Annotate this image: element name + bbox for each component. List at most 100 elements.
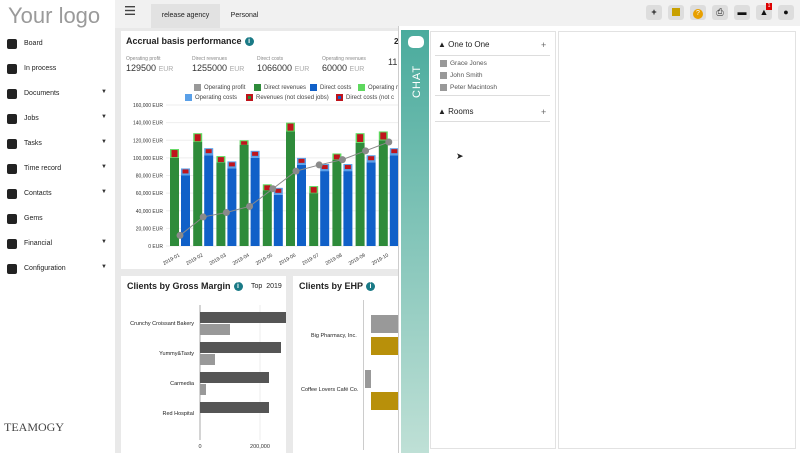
chat-user[interactable]: Peter Macintosh bbox=[440, 84, 497, 91]
info-icon[interactable]: i bbox=[233, 282, 243, 292]
category-label: Crunchy Croissant Bakery bbox=[130, 321, 194, 327]
help-icon[interactable]: ? bbox=[690, 5, 706, 20]
legend-item[interactable]: Direct revenues bbox=[254, 84, 306, 91]
revenue-bar bbox=[262, 190, 272, 246]
bell-icon[interactable]: ▲ 1 bbox=[756, 3, 772, 20]
sidebar-item-label: Documents bbox=[24, 90, 60, 97]
chat-icon[interactable]: ▬ bbox=[734, 5, 750, 20]
year-select[interactable]: 2 bbox=[394, 37, 399, 46]
sidebar-item-label: Contacts bbox=[24, 190, 52, 197]
y-tick-label: 140,000 EUR bbox=[133, 121, 163, 127]
profit-point bbox=[222, 209, 230, 217]
user-icon[interactable]: ● bbox=[778, 5, 794, 20]
revenue-not-closed-bar bbox=[194, 134, 201, 142]
document-icon bbox=[6, 88, 18, 100]
menu-icon[interactable] bbox=[125, 6, 135, 15]
sidebar-item-label: Time record bbox=[24, 165, 62, 172]
rooms-header[interactable]: ▲ Rooms bbox=[438, 107, 474, 116]
tab-release-agency[interactable]: release agency bbox=[151, 4, 220, 28]
sidebar-item-in-process[interactable]: In process bbox=[0, 56, 115, 81]
y-tick-label: 100,000 EUR bbox=[133, 156, 163, 162]
chat-contacts bbox=[430, 31, 556, 449]
profit-point bbox=[338, 156, 346, 164]
cost-bar bbox=[297, 164, 306, 246]
revenue-not-closed-bar bbox=[380, 132, 387, 140]
sidebar-item-contacts[interactable]: Contacts ▼ bbox=[0, 181, 115, 206]
dollar-icon bbox=[6, 238, 18, 250]
add-icon[interactable]: + bbox=[541, 40, 547, 50]
clock-icon bbox=[6, 163, 18, 175]
add-button[interactable]: + bbox=[646, 5, 662, 20]
sidebar-item-board[interactable]: Board bbox=[0, 31, 115, 56]
profit-line bbox=[179, 141, 389, 236]
sidebar-item-documents[interactable]: Documents ▼ bbox=[0, 81, 115, 106]
sidebar-item-label: Board bbox=[24, 40, 43, 47]
info-icon[interactable]: i bbox=[244, 37, 254, 47]
margin-bar-secondary bbox=[200, 384, 206, 395]
chevron-down-icon: ▼ bbox=[101, 139, 107, 145]
note-icon[interactable] bbox=[668, 5, 684, 20]
sidebar-item-label: Tasks bbox=[24, 140, 42, 147]
ehp-bar bbox=[365, 370, 371, 388]
chat-user[interactable]: John Smith bbox=[440, 72, 483, 79]
sidebar-item-gems[interactable]: Gems bbox=[0, 206, 115, 231]
cost-bar bbox=[343, 171, 353, 246]
legend-item[interactable]: Direct costs bbox=[310, 84, 351, 91]
x-tick-label: 2019-05 bbox=[255, 252, 274, 266]
sidebar-item-label: Jobs bbox=[24, 115, 39, 122]
revenue-not-closed-bar bbox=[171, 150, 178, 158]
tab-personal[interactable]: Personal bbox=[230, 12, 259, 19]
sidebar-item-label: Configuration bbox=[24, 265, 66, 272]
cost-not-closed-bar bbox=[228, 162, 235, 167]
revenue-not-closed-bar bbox=[287, 123, 294, 131]
margin-bar bbox=[200, 402, 269, 413]
chevron-down-icon: ▼ bbox=[101, 164, 107, 170]
chat-bubbles-icon[interactable] bbox=[408, 36, 424, 48]
margin-bar bbox=[200, 342, 281, 353]
y-tick-label: 160,000 EUR bbox=[133, 103, 163, 109]
legend-item[interactable]: Direct costs (not c bbox=[336, 94, 394, 101]
cost-not-closed-bar bbox=[344, 165, 351, 170]
cost-bar bbox=[204, 155, 214, 246]
kpi: Direct revenues 1255000 EUR bbox=[192, 56, 244, 73]
print-icon[interactable]: ⎙ bbox=[712, 5, 728, 20]
notification-badge: 1 bbox=[766, 3, 772, 10]
revenue-not-closed-bar bbox=[241, 141, 248, 145]
sidebar-item-label: In process bbox=[24, 65, 57, 72]
revenue-not-closed-bar bbox=[310, 187, 317, 193]
grid-icon bbox=[6, 38, 18, 50]
legend-item[interactable]: Operating costs bbox=[185, 94, 237, 101]
ehp-bar bbox=[371, 392, 398, 410]
chevron-down-icon: ▼ bbox=[101, 189, 107, 195]
category-label: Yummy&Tasty bbox=[159, 351, 194, 357]
sidebar-item-configuration[interactable]: Configuration ▼ bbox=[0, 256, 115, 281]
sidebar-item-jobs[interactable]: Jobs ▼ bbox=[0, 106, 115, 131]
accrual-chart: 0 EUR 20,000 EUR 40,000 EUR 60,000 EUR 80,00… bbox=[133, 103, 398, 267]
one-to-one-header[interactable]: ▲ One to One bbox=[438, 40, 490, 49]
chat-user[interactable]: Grace Jones bbox=[440, 60, 487, 67]
y-tick-label: 60,000 EUR bbox=[136, 191, 164, 197]
add-icon[interactable]: + bbox=[541, 107, 547, 117]
revenue-not-closed-bar bbox=[333, 154, 340, 160]
sidebar-item-time-record[interactable]: Time record ▼ bbox=[0, 156, 115, 181]
x-tick-label: 2019-08 bbox=[325, 252, 344, 266]
kpi-label: Direct revenues bbox=[192, 56, 228, 62]
accrual-title: Accrual basis performance i bbox=[126, 36, 254, 47]
cost-not-closed-bar bbox=[275, 188, 282, 193]
logo: Your logo bbox=[8, 3, 101, 28]
kpi: 11 bbox=[388, 56, 397, 67]
cost-not-closed-bar bbox=[252, 151, 259, 156]
legend-item[interactable]: Revenues (not closed jobs) bbox=[246, 94, 329, 101]
x-tick-label: 2019-10 bbox=[371, 252, 390, 266]
sidebar-item-tasks[interactable]: Tasks ▼ bbox=[0, 131, 115, 156]
chat-label: CHAT bbox=[411, 64, 423, 98]
sidebar-item-financial[interactable]: Financial ▼ bbox=[0, 231, 115, 256]
chevron-down-icon: ▼ bbox=[101, 114, 107, 120]
period-select[interactable]: Top 2019 bbox=[251, 283, 282, 290]
info-icon[interactable]: i bbox=[366, 282, 376, 292]
legend-item[interactable]: Operating profit bbox=[194, 84, 245, 91]
kpi-label: Operating profit bbox=[126, 56, 161, 62]
profit-point bbox=[269, 185, 277, 193]
legend-item[interactable]: Operating r bbox=[358, 84, 398, 91]
